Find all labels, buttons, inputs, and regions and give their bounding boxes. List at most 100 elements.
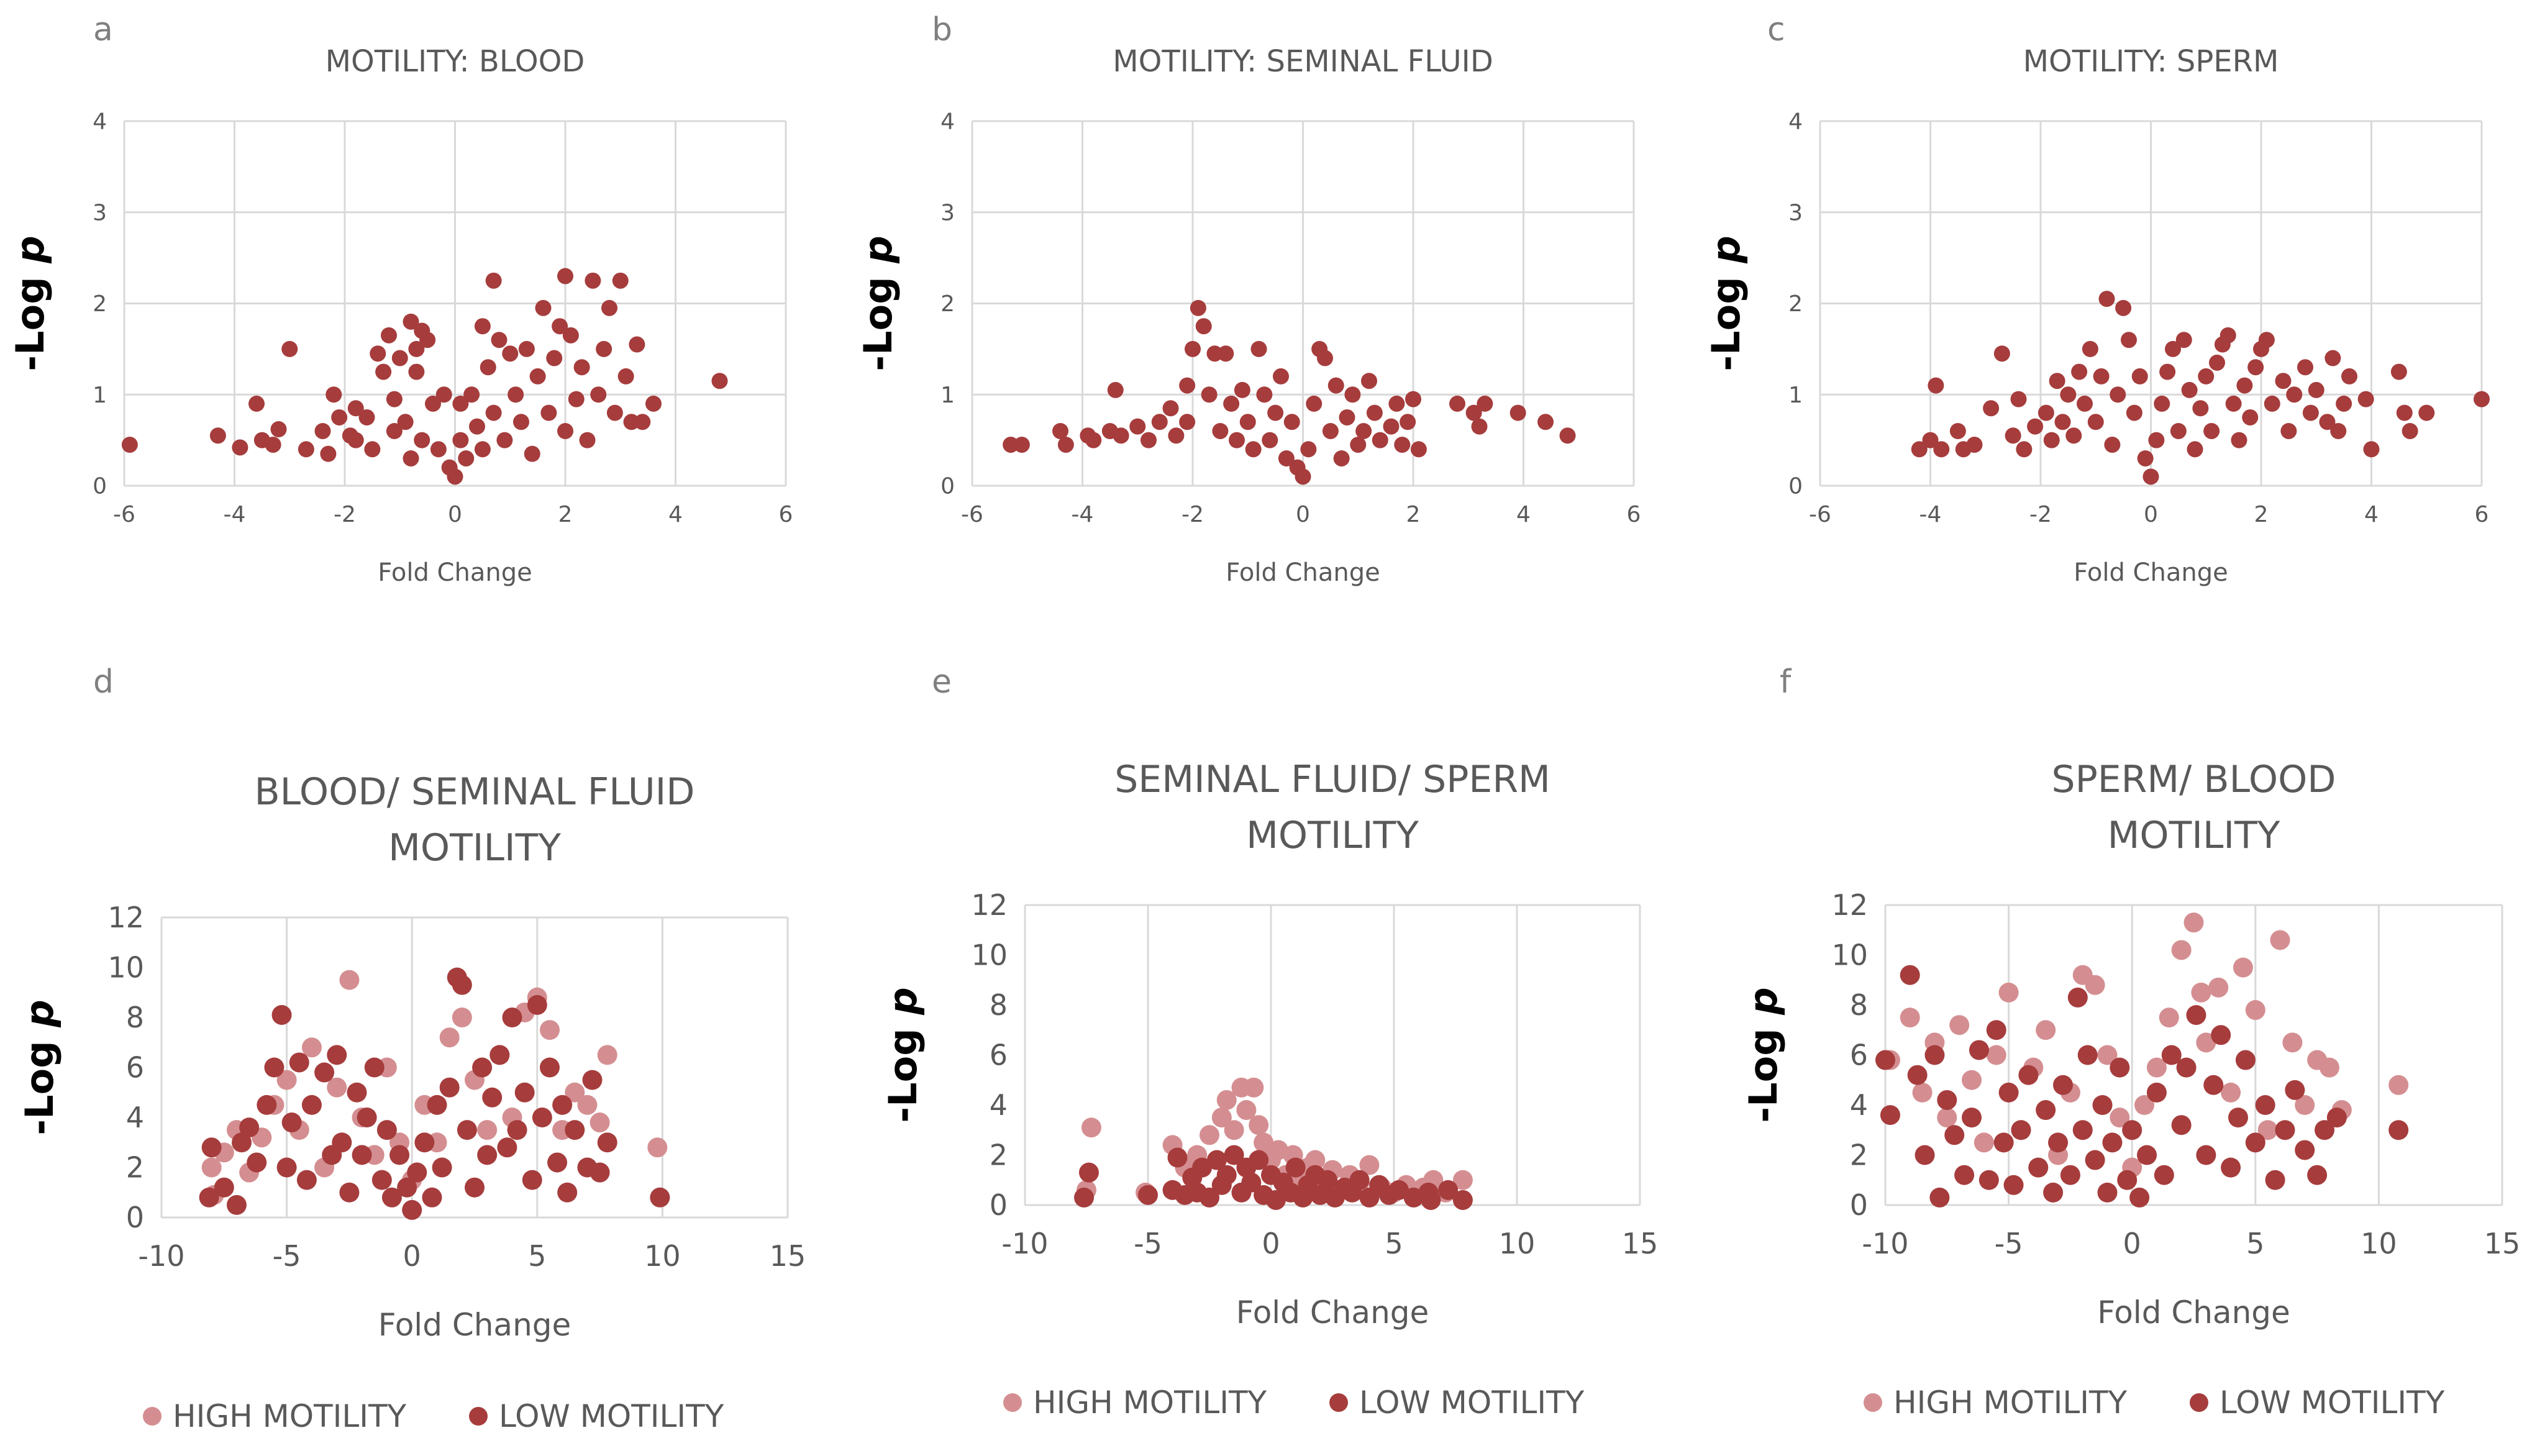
- data-point: [339, 1182, 360, 1203]
- data-point: [2043, 1182, 2064, 1203]
- y-axis-label: -Log p: [17, 999, 62, 1135]
- data-point: [477, 1145, 498, 1165]
- legend-label-high: HIGH MOTILITY: [1033, 1385, 1267, 1421]
- data-point: [1179, 377, 1196, 394]
- data-point: [1151, 414, 1168, 430]
- data-point: [447, 468, 463, 485]
- data-point: [562, 327, 579, 344]
- data-point: [1949, 422, 1966, 439]
- data-point: [617, 368, 634, 384]
- data-point: [1421, 1190, 1441, 1210]
- data-point: [1907, 1065, 1928, 1085]
- data-point: [1937, 1108, 1957, 1128]
- data-point: [2018, 1065, 2039, 1085]
- data-point: [568, 391, 585, 407]
- chart-panel-f: f SPERM/ BLOOD MOTILITY -10 -5 0 5 10 15 0 2 4 6 8 10 1…: [1741, 663, 2520, 1331]
- data-point: [1327, 377, 1344, 394]
- data-point: [1250, 340, 1267, 357]
- data-point: [1452, 1190, 1473, 1210]
- data-point: [2060, 386, 2077, 403]
- data-point: [590, 1112, 610, 1133]
- data-point: [2221, 1157, 2241, 1178]
- data-point: [427, 1094, 447, 1115]
- x-tick-label: -4: [1072, 502, 1094, 527]
- x-tick-label: 5: [1385, 1227, 1403, 1260]
- data-point: [264, 1057, 285, 1078]
- data-point: [2388, 1075, 2409, 1095]
- data-point: [232, 1132, 252, 1153]
- data-point: [2010, 391, 2027, 407]
- data-point: [1267, 404, 1284, 421]
- data-point: [2282, 1032, 2303, 1053]
- data-point: [2402, 422, 2418, 439]
- data-point: [1245, 441, 1262, 458]
- data-point: [2011, 1120, 2031, 1140]
- x-tick-label: 5: [528, 1239, 546, 1273]
- data-point: [2092, 1095, 2113, 1115]
- x-tick-label: -6: [113, 502, 135, 527]
- data-point: [491, 332, 508, 348]
- data-point: [2134, 1095, 2155, 1115]
- data-point: [2308, 381, 2324, 398]
- data-point: [1900, 1008, 1920, 1028]
- data-point: [1993, 1132, 2014, 1153]
- data-point: [1306, 395, 1323, 412]
- x-tick-label: 2: [1406, 502, 1421, 527]
- data-point: [452, 432, 469, 448]
- legend-marker-low: [1329, 1393, 1348, 1412]
- y-tick-label: 4: [940, 109, 955, 135]
- data-point: [2146, 1082, 2167, 1103]
- data-point: [248, 395, 265, 412]
- data-point: [214, 1177, 234, 1198]
- x-tick-label: 0: [448, 502, 462, 527]
- data-point: [2148, 432, 2165, 448]
- data-point: [524, 445, 540, 462]
- data-point: [508, 386, 524, 403]
- data-point: [2027, 418, 2044, 435]
- data-point: [1388, 395, 1405, 412]
- data-point: [2104, 436, 2121, 453]
- x-tick-label: 10: [2361, 1227, 2397, 1260]
- data-point: [239, 1117, 260, 1138]
- x-tick-label: 6: [1627, 502, 1641, 527]
- data-point: [1361, 373, 1377, 389]
- data-point: [2326, 1108, 2347, 1128]
- data-point: [1998, 982, 2019, 1003]
- data-point: [1339, 409, 1355, 425]
- data-point: [552, 1094, 573, 1115]
- data-point: [2154, 1165, 2174, 1185]
- data-point: [2265, 1170, 2285, 1190]
- data-point: [2233, 957, 2253, 978]
- data-point: [2052, 1075, 2073, 1095]
- data-point: [634, 414, 651, 430]
- data-point: [546, 350, 563, 366]
- data-point: [535, 299, 552, 316]
- data-point: [1052, 422, 1068, 439]
- data-point: [590, 386, 607, 403]
- panel-letter: f: [1780, 663, 1792, 701]
- data-point: [226, 1194, 247, 1215]
- data-point: [2270, 930, 2290, 950]
- data-point: [2028, 1157, 2049, 1178]
- data-point: [2245, 1132, 2265, 1153]
- panel-letter: c: [1767, 11, 1785, 48]
- data-point: [1410, 441, 1427, 458]
- data-point: [1880, 1105, 1900, 1126]
- data-point: [1372, 432, 1388, 448]
- data-point: [121, 436, 138, 453]
- data-point: [2181, 381, 2198, 398]
- data-point: [2054, 414, 2071, 430]
- x-tick-label: -2: [334, 502, 356, 527]
- y-tick-label: 4: [990, 1088, 1008, 1122]
- data-point: [532, 1108, 552, 1127]
- data-point: [298, 441, 314, 458]
- data-point: [502, 345, 519, 362]
- data-point: [281, 1112, 302, 1133]
- y-tick-label: 0: [1850, 1188, 1868, 1222]
- data-point: [2171, 1115, 2192, 1135]
- data-point: [1192, 1157, 1213, 1178]
- data-point: [357, 1108, 377, 1127]
- data-point: [358, 409, 375, 425]
- data-point: [2071, 363, 2088, 380]
- data-point: [2191, 982, 2211, 1003]
